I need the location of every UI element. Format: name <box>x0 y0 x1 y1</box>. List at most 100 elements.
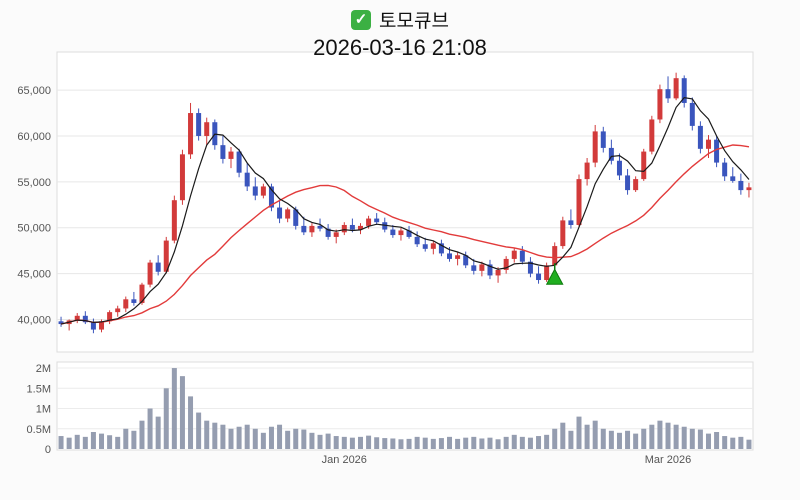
candle-body <box>301 225 307 233</box>
candle-body <box>398 230 404 236</box>
volume-bar <box>236 426 242 449</box>
candle-body <box>730 176 736 181</box>
checkbox-checked-icon: ✓ <box>351 9 372 30</box>
volume-tick-label: 1M <box>36 404 51 416</box>
candle-body <box>188 113 194 155</box>
candle-body <box>341 224 347 233</box>
candle-body <box>487 264 493 276</box>
volume-bar <box>714 432 720 449</box>
volume-tick-label: 0.5M <box>27 424 51 436</box>
volume-bar <box>260 432 266 449</box>
volume-tick-label: 1.5M <box>27 383 51 395</box>
volume-bar <box>325 433 331 449</box>
candle-body <box>357 225 363 230</box>
volume-bar <box>746 439 752 449</box>
volume-bar <box>171 368 177 449</box>
volume-tick-label: 2M <box>36 363 51 375</box>
price-tick-label: 60,000 <box>17 131 51 143</box>
candle-body <box>430 243 436 249</box>
candle-body <box>552 246 558 266</box>
candle-body <box>204 122 210 136</box>
volume-bar <box>657 420 663 449</box>
candle-body <box>673 78 679 99</box>
candle-body <box>390 229 396 236</box>
volume-bar <box>722 436 728 449</box>
volume-bar <box>188 396 194 449</box>
candle-body <box>592 131 598 163</box>
candle-body <box>616 160 622 176</box>
candle-body <box>633 179 639 191</box>
ma-short-line <box>60 96 750 325</box>
candle-body <box>277 207 283 219</box>
candle-body <box>309 225 315 233</box>
candle-body <box>196 113 202 136</box>
candle-body <box>511 250 517 259</box>
volume-bar <box>584 424 590 449</box>
volume-bar <box>592 420 598 449</box>
price-panel <box>56 51 754 353</box>
chart-timestamp: 2026-03-16 21:08 <box>313 35 487 60</box>
volume-bar <box>131 430 137 449</box>
candle-body <box>714 139 720 163</box>
candle-body <box>495 269 501 276</box>
volume-bar <box>544 434 550 449</box>
volume-bar <box>681 426 687 449</box>
volume-bar <box>641 428 647 449</box>
volume-bar <box>139 420 145 449</box>
volume-bar <box>600 428 606 449</box>
volume-bar <box>309 432 315 449</box>
candle-body <box>325 228 331 237</box>
volume-bar <box>738 436 744 449</box>
candle-body <box>705 139 711 149</box>
price-tick-label: 55,000 <box>17 177 51 189</box>
volume-bar <box>155 416 161 449</box>
volume-bar <box>285 430 291 449</box>
volume-bar <box>366 435 372 449</box>
volume-bar <box>123 428 129 449</box>
candle-body <box>163 240 169 272</box>
candle-body <box>414 236 420 245</box>
candle-body <box>455 255 461 259</box>
ma-long-line <box>60 144 750 325</box>
volume-bar <box>66 437 72 449</box>
volume-bar <box>697 429 703 449</box>
candle-body <box>479 264 485 271</box>
candle-body <box>681 78 687 103</box>
volume-bar <box>301 429 307 449</box>
chart-panels <box>56 51 754 451</box>
buy-triangle-icon <box>545 268 564 285</box>
price-axis-labels: 40,000 45,000 50,000 55,000 60,000 65,000 <box>17 85 51 326</box>
volume-bar <box>608 430 614 449</box>
volume-bar <box>82 436 88 449</box>
volume-bar <box>277 424 283 449</box>
candles <box>58 72 752 334</box>
volume-bar <box>673 424 679 449</box>
volume-bar <box>390 438 396 449</box>
volume-bar <box>196 412 202 449</box>
candle-body <box>252 186 258 196</box>
volume-bar <box>163 388 169 449</box>
candle-body <box>584 162 590 180</box>
candle-body <box>471 265 477 271</box>
candle-body <box>107 312 113 322</box>
candle-body <box>349 224 355 230</box>
candle-body <box>268 186 274 208</box>
volume-bars <box>58 368 752 449</box>
volume-bar <box>568 430 574 449</box>
candle-body <box>333 232 339 237</box>
candle-body <box>139 284 145 303</box>
candle-body <box>438 243 444 254</box>
volume-bar <box>527 437 533 449</box>
candle-body <box>123 299 129 309</box>
candle-body <box>608 147 614 161</box>
volume-bar <box>649 424 655 449</box>
candle-body <box>463 255 469 266</box>
volume-tick-label: 0 <box>45 444 51 456</box>
candle-body <box>99 321 105 330</box>
x-tick-label: Jan 2026 <box>322 454 367 466</box>
volume-bar <box>479 438 485 449</box>
volume-bar <box>536 436 542 449</box>
volume-bar <box>268 426 274 449</box>
candle-body <box>447 253 453 259</box>
x-tick-label: Mar 2026 <box>645 454 691 466</box>
